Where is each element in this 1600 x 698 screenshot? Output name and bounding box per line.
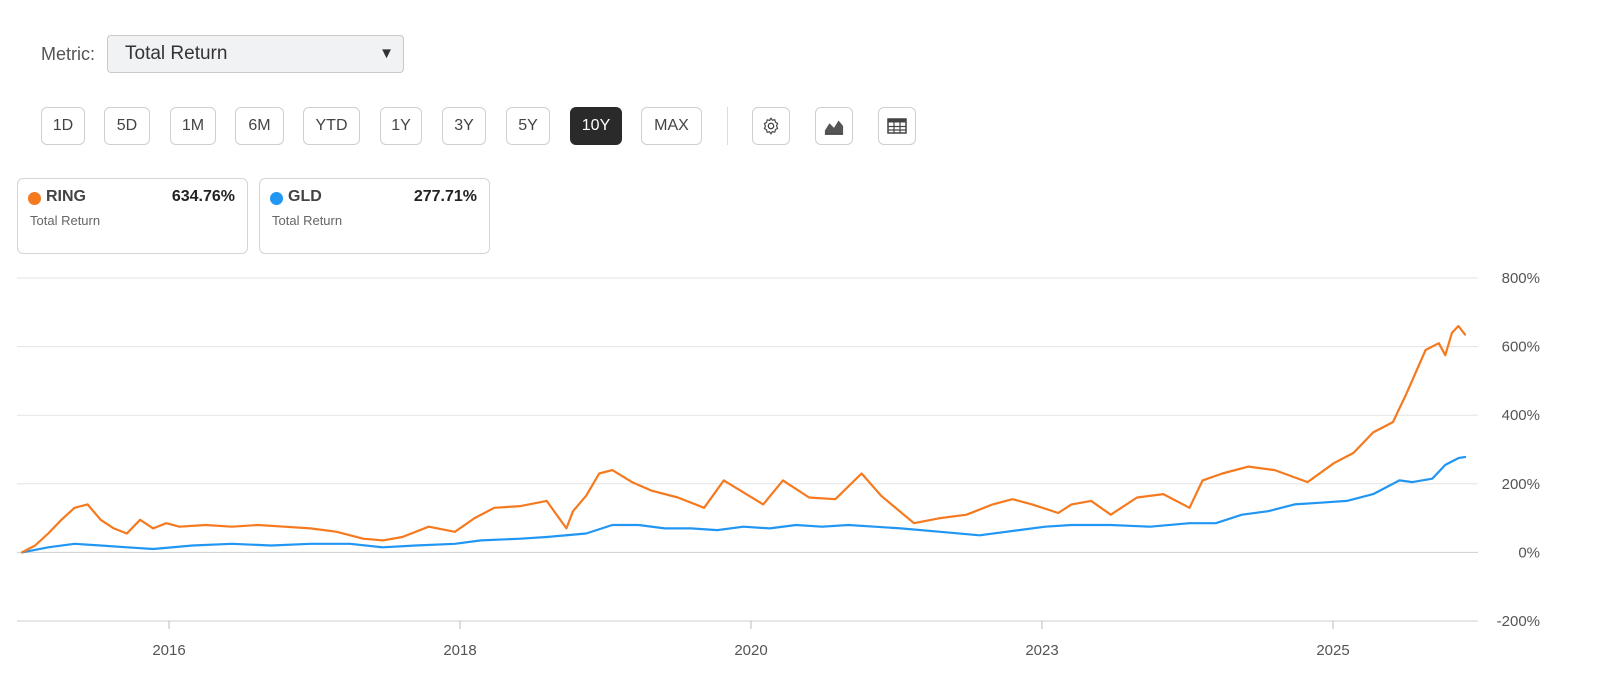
y-tick-label: -200% [1497, 613, 1540, 630]
range-button-3y[interactable]: 3Y [442, 107, 486, 145]
range-button-1d[interactable]: 1D [41, 107, 85, 145]
range-button-5d[interactable]: 5D [104, 107, 150, 145]
caret-down-icon: ▼ [379, 45, 394, 62]
x-tick-label: 2018 [443, 642, 476, 659]
x-tick-label: 2016 [152, 642, 185, 659]
metric-select[interactable]: Total Return ▼ [107, 35, 404, 73]
range-button-10y[interactable]: 10Y [570, 107, 622, 145]
x-tick-label: 2023 [1025, 642, 1058, 659]
series-line-ring [20, 324, 1467, 554]
chart-type-button[interactable] [815, 107, 853, 145]
legend-subtitle: Total Return [272, 213, 343, 228]
y-tick-label: 0% [1518, 544, 1540, 561]
y-tick-label: 200% [1502, 476, 1540, 493]
legend-ticker: RING [46, 188, 86, 205]
series-color-dot [28, 192, 41, 205]
toolbar-divider [727, 107, 728, 145]
y-tick-label: 800% [1502, 270, 1540, 287]
settings-button[interactable] [752, 107, 790, 145]
legend-ticker: GLD [288, 188, 322, 205]
range-button-1m[interactable]: 1M [170, 107, 216, 145]
legend-card-ring[interactable]: RING 634.76% Total Return [17, 178, 248, 254]
x-tick-label: 2020 [734, 642, 767, 659]
series-color-dot [270, 192, 283, 205]
legend-card-gld[interactable]: GLD 277.71% Total Return [259, 178, 490, 254]
y-tick-label: 600% [1502, 339, 1540, 356]
table-icon [887, 118, 907, 134]
range-button-6m[interactable]: 6M [235, 107, 284, 145]
metric-label: Metric: [41, 43, 95, 64]
metric-row: Metric: Total Return ▼ [41, 34, 404, 74]
x-tick-label: 2025 [1316, 642, 1349, 659]
y-tick-label: 400% [1502, 407, 1540, 424]
table-view-button[interactable] [878, 107, 916, 145]
series-line-gld [20, 455, 1467, 554]
area-chart-icon [824, 120, 844, 135]
gear-icon [763, 117, 779, 135]
range-button-1y[interactable]: 1Y [380, 107, 422, 145]
range-button-ytd[interactable]: YTD [303, 107, 360, 145]
legend-value: 634.76% [171, 188, 235, 205]
legend-value: 277.71% [413, 188, 477, 205]
legend-subtitle: Total Return [30, 213, 101, 228]
range-button-max[interactable]: MAX [641, 107, 702, 145]
metric-select-value: Total Return [125, 43, 228, 64]
range-button-5y[interactable]: 5Y [506, 107, 550, 145]
